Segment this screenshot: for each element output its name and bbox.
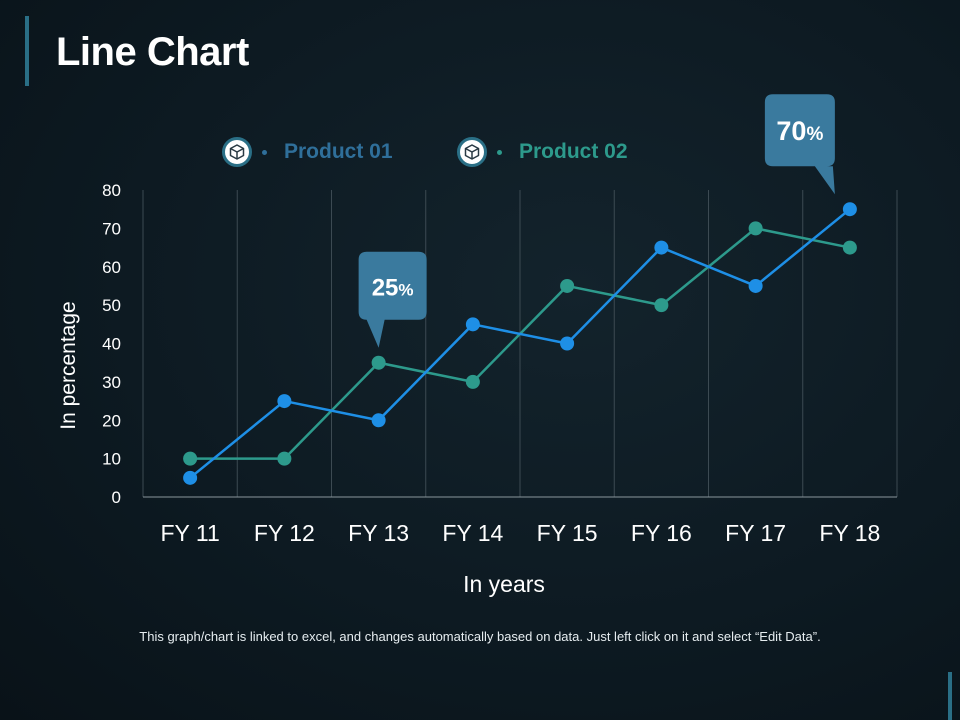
x-tick-label: FY 11 bbox=[161, 520, 220, 546]
x-tick-label: FY 12 bbox=[254, 520, 315, 546]
callout-unit: % bbox=[398, 281, 413, 300]
y-tick-label: 50 bbox=[102, 296, 121, 315]
data-point-product-02[interactable] bbox=[277, 451, 292, 466]
y-tick-label: 60 bbox=[102, 258, 121, 277]
data-point-product-02[interactable] bbox=[371, 355, 386, 370]
data-point-product-02[interactable] bbox=[842, 240, 857, 255]
y-axis-title: In percentage bbox=[57, 301, 80, 429]
legend-label: Product 02 bbox=[519, 140, 628, 163]
data-point-product-01[interactable] bbox=[560, 336, 575, 351]
x-tick-label: FY 14 bbox=[442, 520, 503, 546]
data-point-product-01[interactable] bbox=[277, 394, 292, 409]
y-tick-label: 30 bbox=[102, 373, 121, 392]
bottom-accent-bar bbox=[948, 672, 952, 720]
data-point-product-02[interactable] bbox=[465, 374, 480, 389]
x-tick-label: FY 16 bbox=[631, 520, 692, 546]
data-point-product-01[interactable] bbox=[465, 317, 480, 332]
legend-bullet bbox=[262, 149, 267, 155]
data-point-product-02[interactable] bbox=[560, 278, 575, 293]
data-point-product-01[interactable] bbox=[654, 240, 669, 255]
data-point-product-02[interactable] bbox=[183, 451, 198, 466]
box-icon bbox=[222, 137, 252, 167]
data-point-product-01[interactable] bbox=[183, 470, 198, 485]
x-tick-label: FY 17 bbox=[725, 520, 786, 546]
legend-bullet bbox=[497, 149, 502, 155]
title-accent-bar bbox=[25, 16, 29, 86]
box-icon bbox=[457, 137, 487, 167]
data-point-product-02[interactable] bbox=[748, 221, 763, 236]
y-tick-label: 70 bbox=[102, 219, 121, 238]
x-axis-title: In years bbox=[463, 571, 545, 597]
x-tick-label: FY 15 bbox=[537, 520, 598, 546]
callout-bubble bbox=[358, 251, 427, 348]
footnote: This graph/chart is linked to excel, and… bbox=[139, 629, 821, 644]
y-tick-label: 0 bbox=[112, 488, 121, 507]
data-point-product-02[interactable] bbox=[654, 298, 669, 313]
y-tick-label: 10 bbox=[102, 450, 121, 469]
x-tick-label: FY 13 bbox=[348, 520, 409, 546]
page-title: Line Chart bbox=[56, 30, 249, 74]
x-tick-label: FY 18 bbox=[819, 520, 880, 546]
y-tick-label: 40 bbox=[102, 335, 121, 354]
data-point-product-01[interactable] bbox=[748, 278, 763, 293]
y-tick-label: 80 bbox=[102, 181, 121, 200]
callout-bubble bbox=[764, 94, 835, 195]
legend-item-product-02[interactable]: Product 02 bbox=[457, 134, 628, 170]
data-point-product-01[interactable] bbox=[371, 413, 386, 428]
y-tick-label: 20 bbox=[102, 411, 121, 430]
legend-label: Product 01 bbox=[284, 140, 393, 163]
callout-unit: % bbox=[806, 124, 823, 145]
data-point-product-01[interactable] bbox=[842, 202, 857, 217]
legend-item-product-01[interactable]: Product 01 bbox=[222, 134, 393, 170]
series-line-product-01 bbox=[189, 208, 851, 479]
